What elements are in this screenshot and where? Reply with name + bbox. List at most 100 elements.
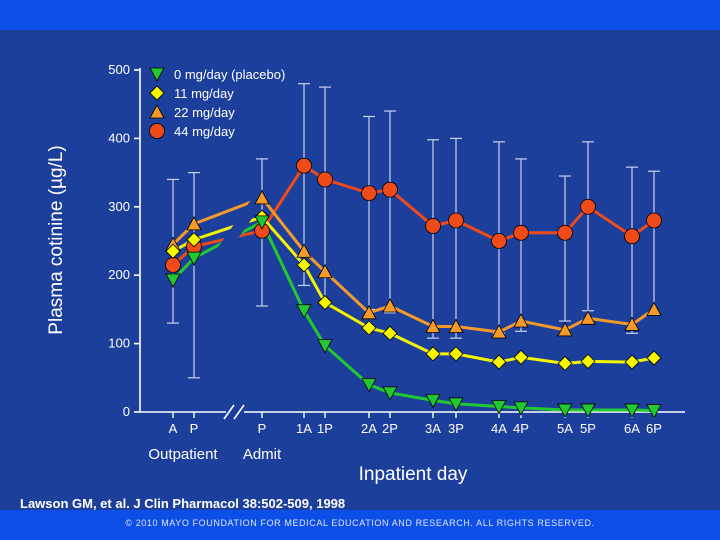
x-tick-label-6: 2P (382, 421, 398, 436)
marker-s3-3 (296, 157, 312, 174)
marker-s3-14 (646, 212, 662, 229)
y-tick-label-0: 0 (123, 404, 130, 419)
marker-s1-14 (646, 350, 662, 366)
marker-s2-12 (580, 310, 596, 325)
x-tick-label-14: 6P (646, 421, 662, 436)
x-tick-label-7: 3A (425, 421, 441, 436)
marker-s0-4 (317, 339, 333, 354)
marker-s1-3 (296, 257, 312, 273)
marker-s2-4 (317, 263, 333, 279)
axis-break-cover (215, 190, 272, 250)
x-tick-label-12: 5P (580, 421, 596, 436)
x-tick-label-13: 6A (624, 421, 640, 436)
x-axis-break-mark-2 (233, 404, 245, 420)
marker-s0-9 (491, 400, 507, 415)
y-axis-label: Plasma cotinine (µg/L) (46, 145, 67, 334)
marker-s2-13 (624, 316, 640, 331)
y-tick-label-500: 500 (108, 62, 130, 77)
x-tick-label-5: 2A (361, 421, 377, 436)
marker-s1-13 (624, 354, 640, 370)
x-group-label-admit: Admit (243, 446, 282, 463)
marker-s3-9 (491, 233, 507, 249)
marker-s0-1 (186, 251, 202, 266)
y-tick-label-100: 100 (108, 336, 130, 351)
marker-s1-12 (580, 353, 596, 369)
marker-s0-11 (557, 403, 573, 418)
marker-s3-7 (425, 218, 441, 234)
legend: 0 mg/day (placebo) 11 mg/day 22 mg/day 44 m… (149, 67, 285, 139)
x-tick-label-1: P (190, 421, 199, 436)
marker-s3-8 (448, 212, 464, 229)
marker-s0-2 (254, 215, 270, 230)
marker-s3-10 (513, 224, 529, 241)
marker-s3-11 (557, 224, 573, 241)
marker-s2-2 (254, 190, 270, 205)
marker-s3-5 (361, 185, 377, 202)
series-markers (165, 157, 662, 419)
x-tick-label-3: 1A (296, 421, 312, 436)
x-tick-label-8: 3P (448, 421, 464, 436)
x-tick-label-11: 5A (557, 421, 573, 436)
marker-s3-12 (580, 198, 596, 215)
marker-s3-6 (382, 181, 398, 198)
marker-s2-7 (425, 318, 441, 333)
x-axis-break-mark-1 (223, 404, 235, 420)
marker-s0-5 (361, 378, 377, 393)
footer-banner (0, 510, 720, 540)
marker-s0-13 (624, 403, 640, 418)
marker-s1-5 (361, 320, 377, 336)
marker-s2-1 (186, 216, 202, 231)
marker-s0-14 (646, 404, 662, 419)
marker-s0-0 (165, 273, 181, 288)
marker-s3-0 (165, 257, 181, 273)
marker-s1-7 (425, 346, 441, 362)
marker-s2-9 (491, 324, 507, 339)
marker-s1-9 (491, 354, 507, 370)
marker-s0-8 (448, 397, 464, 412)
marker-s1-1 (186, 232, 202, 248)
legend-marker-s2 (149, 104, 165, 119)
x-tick-label-9: 4A (491, 421, 507, 436)
x-tick-label-10: 4P (513, 421, 529, 436)
marker-s2-11 (557, 322, 573, 337)
marker-s2-14 (646, 301, 662, 316)
x-tick-label-4: 1P (317, 421, 333, 436)
marker-s0-3 (296, 304, 312, 319)
legend-marker-s3 (149, 123, 165, 139)
y-tick-label-300: 300 (108, 199, 130, 214)
x-tick-label-0: A (169, 421, 178, 436)
marker-s1-6 (382, 325, 398, 341)
copyright-notice: © 2010 MAYO FOUNDATION FOR MEDICAL EDUCA… (125, 518, 595, 528)
y-tick-label-400: 400 (108, 130, 130, 145)
marker-s1-8 (448, 346, 464, 362)
marker-s2-6 (382, 298, 398, 313)
marker-s1-10 (513, 349, 529, 365)
legend-label-s0: 0 mg/day (placebo) (174, 67, 285, 82)
marker-s1-11 (557, 355, 573, 372)
marker-s0-6 (382, 386, 398, 401)
series-line-inpatient-s0 (260, 221, 655, 413)
x-group-label-outpatient: Outpatient (148, 446, 218, 463)
legend-label-s2: 22 mg/day (174, 105, 235, 120)
marker-s2-8 (448, 318, 464, 333)
series-line-break-s1 (193, 215, 263, 242)
marker-s2-3 (296, 243, 312, 258)
x-tick-label-2: P (258, 421, 267, 436)
marker-s1-4 (317, 294, 333, 311)
marker-s0-7 (425, 393, 441, 409)
citation: Lawson GM, et al. J Clin Pharmacol 38:50… (20, 496, 346, 511)
marker-s0-12 (580, 403, 596, 418)
legend-label-s3: 44 mg/day (174, 124, 235, 139)
marker-s2-5 (361, 304, 377, 320)
y-tick-label-200: 200 (108, 267, 130, 282)
legend-marker-s1 (149, 85, 165, 101)
marker-s1-0 (165, 243, 181, 259)
marker-s0-10 (513, 401, 529, 416)
x-axis-label: Inpatient day (359, 464, 468, 485)
marker-s3-13 (624, 228, 640, 245)
marker-s3-4 (317, 171, 333, 188)
marker-s2-10 (513, 313, 529, 328)
legend-marker-s0 (149, 67, 165, 82)
